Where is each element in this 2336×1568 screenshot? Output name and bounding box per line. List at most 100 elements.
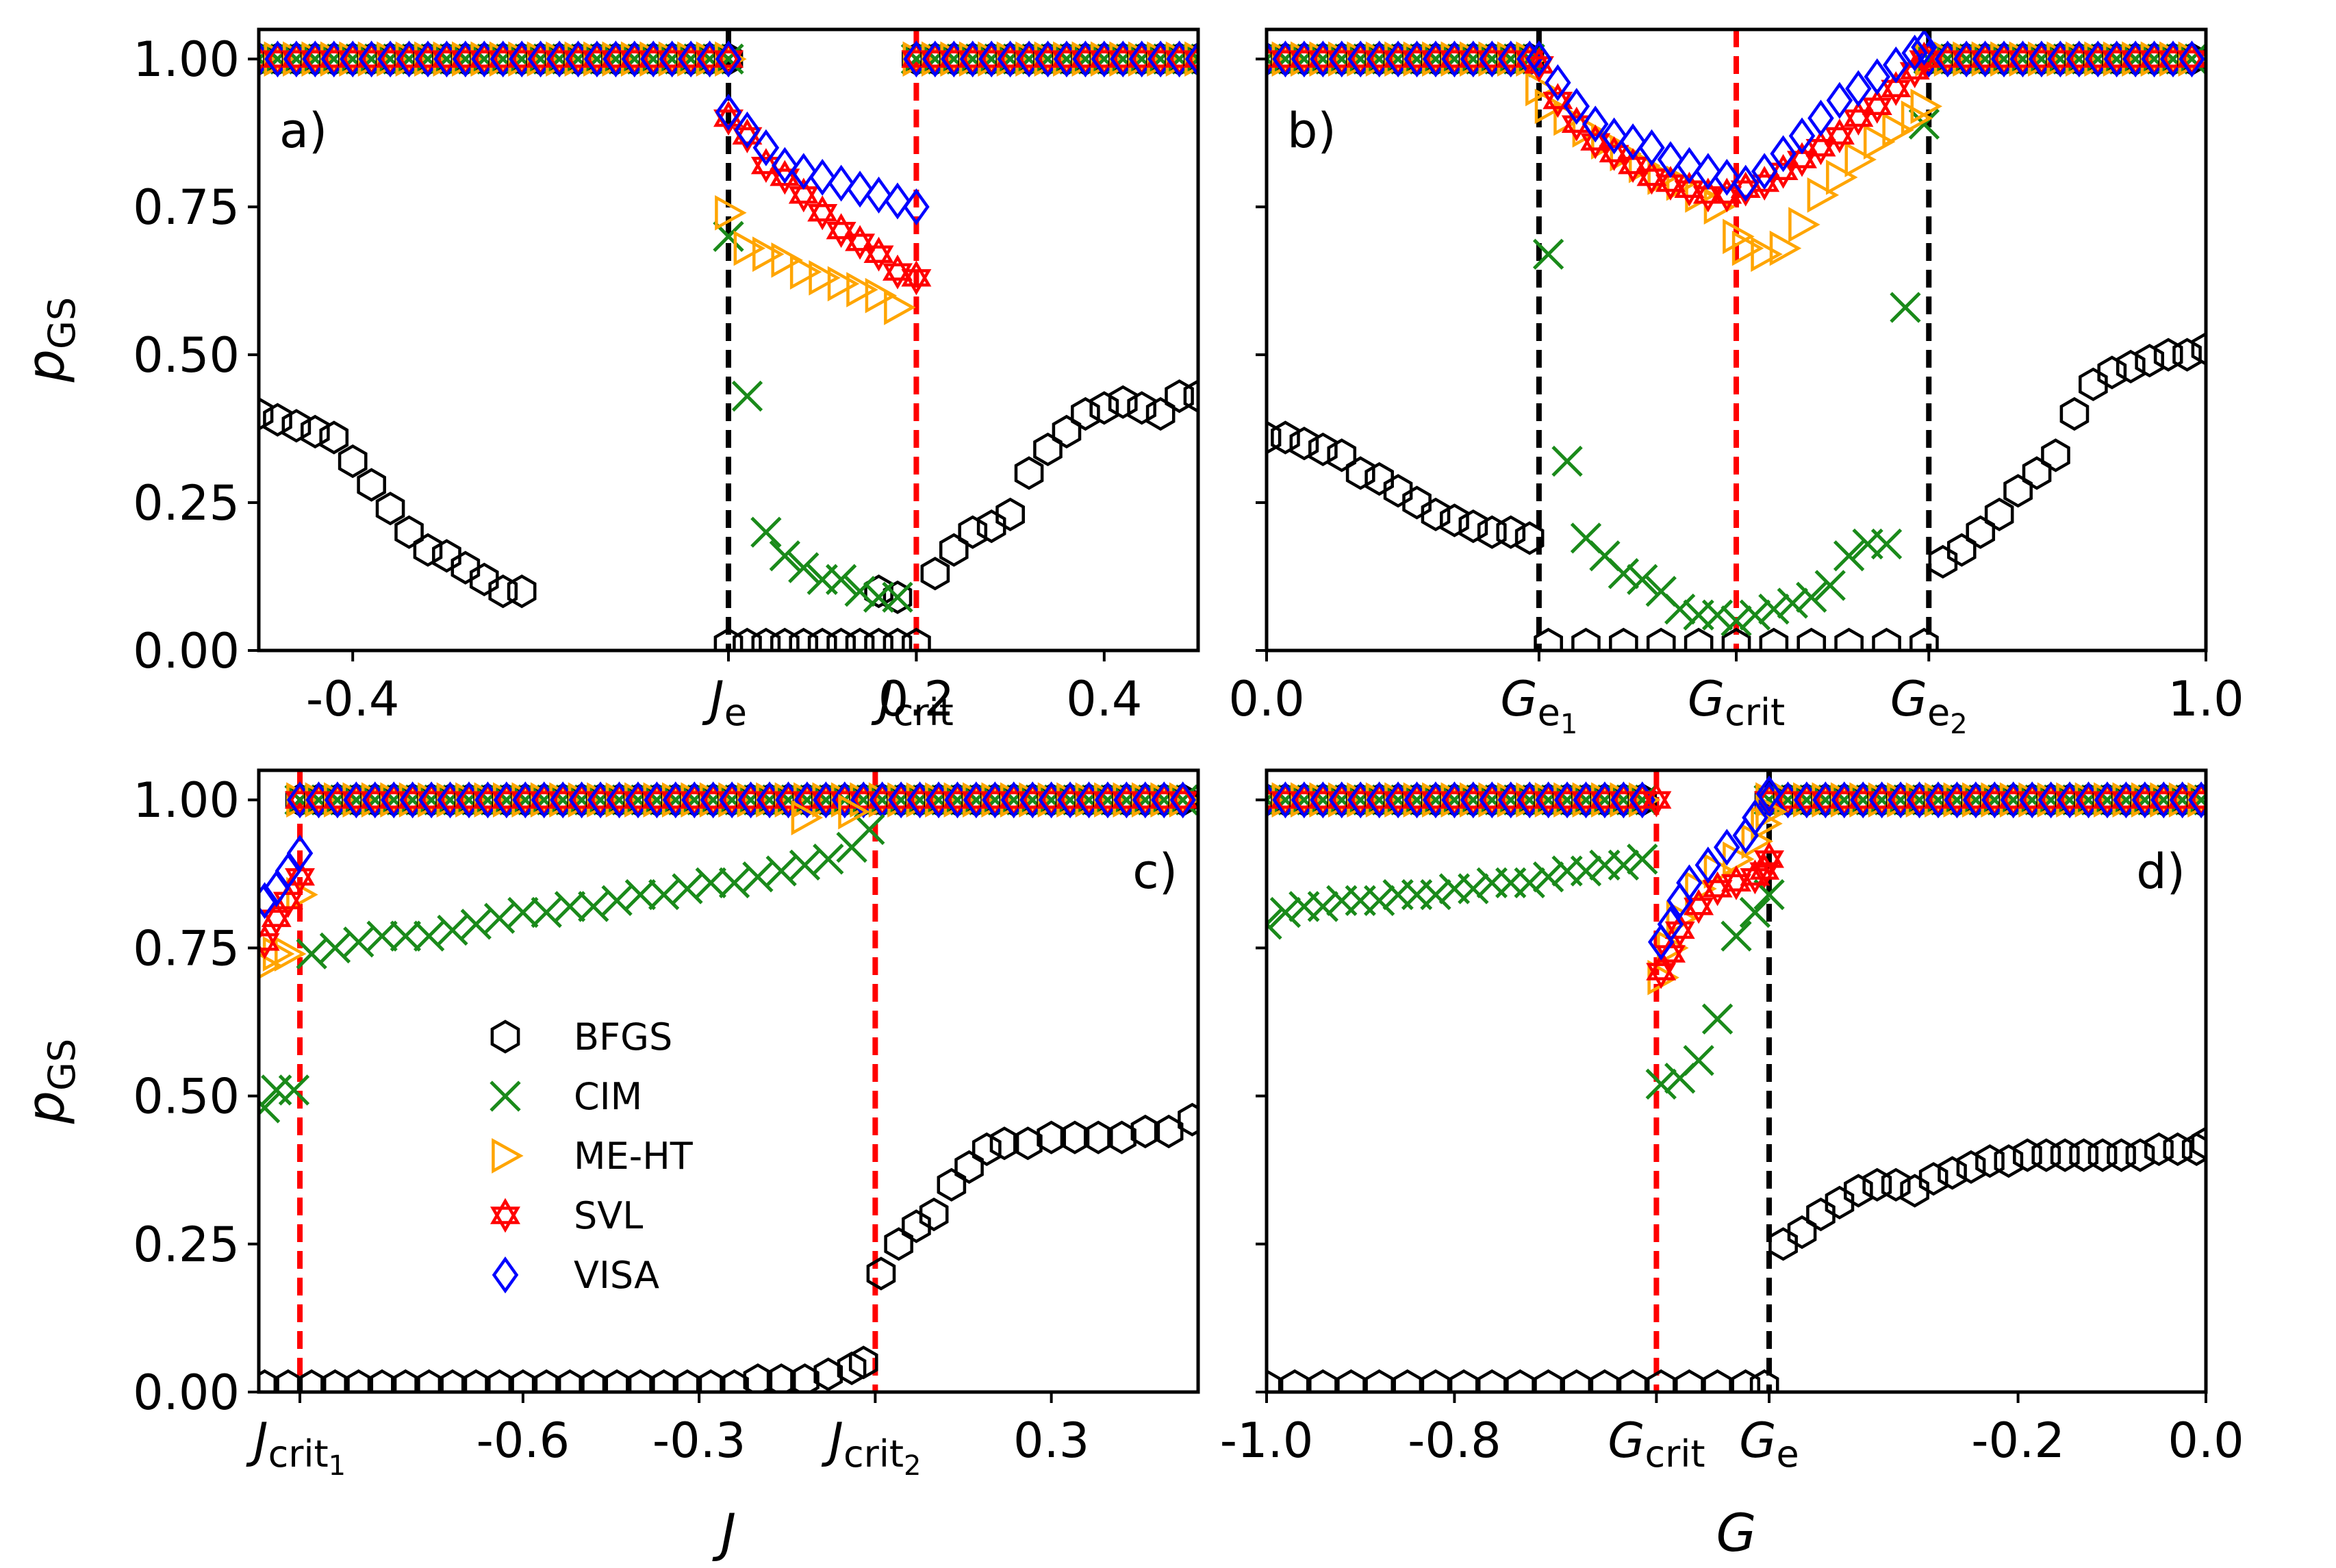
marker-bfgs: [1345, 456, 1375, 490]
marker-bfgs: [2125, 1138, 2155, 1172]
marker-bfgs: [1881, 1167, 1911, 1202]
marker-me-ht: [1807, 177, 1840, 213]
marker-cim: [1267, 909, 1282, 940]
marker-svl: [1542, 83, 1573, 118]
marker-cim: [1645, 1068, 1677, 1100]
panel-c: 0.00 0.25 0.50 0.75 1.00 Jcrit1 -0.6 -0.3 Jcrit2…: [133, 768, 1200, 1563]
x-tick-label: -0.8: [1408, 1413, 1501, 1469]
marker-bfgs: [2153, 338, 2183, 372]
marker-bfgs: [2116, 349, 2146, 383]
plateau-marker-visa: [2179, 40, 2205, 78]
marker-svl: [882, 254, 913, 290]
marker-bfgs: [1721, 627, 1751, 650]
x-tick-label: Ge1: [1500, 671, 1577, 740]
marker-cim: [1458, 873, 1489, 905]
marker-svl: [1702, 871, 1733, 907]
marker-cim: [750, 516, 782, 548]
marker-cim: [460, 909, 492, 940]
marker-cim: [1758, 593, 1790, 625]
marker-bfgs: [866, 1256, 896, 1291]
marker-cim: [765, 855, 797, 887]
marker-bfgs: [790, 1363, 820, 1392]
marker-cim: [1777, 587, 1808, 619]
marker-bfgs: [845, 627, 875, 650]
marker-bfgs: [507, 574, 537, 609]
marker-visa: [884, 182, 911, 220]
marker-cim: [1814, 570, 1846, 601]
marker-bfgs: [1383, 474, 1413, 508]
marker-visa: [1714, 829, 1740, 866]
marker-visa: [1657, 141, 1684, 179]
marker-cim: [578, 891, 609, 922]
marker-bfgs: [826, 627, 856, 650]
marker-cim: [882, 581, 913, 613]
marker-bfgs: [972, 1132, 1002, 1166]
marker-bfgs: [1127, 391, 1156, 425]
x-tick-label: Gcrit: [1688, 671, 1785, 734]
marker-bfgs: [1571, 627, 1601, 650]
marker-bfgs: [1534, 1369, 1563, 1392]
marker-bfgs: [2069, 1138, 2098, 1172]
marker-bfgs: [1731, 1369, 1761, 1392]
marker-cim: [1532, 861, 1564, 893]
x-tick-label: -0.3: [652, 1413, 746, 1469]
marker-cim: [1908, 108, 1940, 140]
marker-cim: [1721, 920, 1752, 952]
marker-bfgs: [1014, 456, 1044, 490]
marker-me-ht: [733, 230, 766, 266]
marker-cim: [1796, 581, 1827, 613]
marker-bfgs: [902, 1209, 931, 1243]
x-tick-label: Gcrit: [1608, 1413, 1705, 1476]
plateau-marker-svl: [2186, 782, 2206, 818]
marker-bfgs: [2003, 474, 2033, 508]
legend-item-visa: VISA: [492, 1254, 659, 1297]
marker-visa: [1770, 135, 1797, 173]
marker-visa: [1751, 153, 1778, 190]
y-axis-label: pGS: [15, 297, 84, 383]
plateau-marker-cim: [713, 43, 744, 75]
plateau-marker-cim: [1627, 784, 1658, 815]
plot-area: [1267, 770, 2206, 1392]
panel-label: b): [1287, 103, 1336, 159]
marker-bfgs: [2191, 1126, 2206, 1161]
marker-visa: [1601, 117, 1627, 155]
marker-bfgs: [937, 1167, 967, 1202]
marker-visa: [1714, 158, 1740, 196]
marker-me-ht: [791, 800, 824, 836]
marker-svl: [901, 260, 932, 296]
marker-me-ht: [275, 936, 307, 972]
plateau-marker-cim: [2176, 43, 2206, 75]
marker-bfgs: [450, 551, 481, 585]
marker-cim: [789, 849, 821, 881]
marker-cim: [296, 938, 327, 970]
y-axis-label: pGS: [15, 1039, 84, 1124]
plateau-marker-svl: [1182, 41, 1198, 77]
x-tick-label: 0.0: [1228, 671, 1304, 727]
marker-cim: [1570, 855, 1602, 887]
marker-visa: [846, 170, 874, 208]
y-tick-label: 0.00: [133, 623, 240, 679]
x-tick-label: Ge: [1739, 1413, 1799, 1476]
marker-svl: [1721, 865, 1752, 900]
marker-svl: [1641, 782, 1672, 818]
marker-me-ht: [1755, 794, 1788, 830]
marker-bfgs: [1280, 1369, 1310, 1392]
axes-frame: [257, 768, 1200, 1394]
marker-me-ht: [259, 952, 283, 979]
marker-bfgs: [1806, 1198, 1836, 1232]
marker-bfgs: [837, 1351, 867, 1385]
marker-me-ht: [865, 277, 898, 314]
marker-visa: [1694, 153, 1722, 190]
plot-area: [259, 770, 1198, 1392]
marker-svl: [1862, 88, 1892, 124]
marker-visa: [1694, 846, 1722, 884]
marker-cim: [1269, 896, 1302, 928]
marker-me-ht: [789, 254, 822, 290]
legend-marker-svl: [490, 1198, 520, 1233]
marker-cim: [648, 878, 680, 911]
marker-cim: [414, 920, 445, 952]
axes-frame: [1265, 768, 2208, 1394]
marker-me-ht: [1723, 218, 1755, 255]
marker-bfgs: [1797, 627, 1827, 650]
